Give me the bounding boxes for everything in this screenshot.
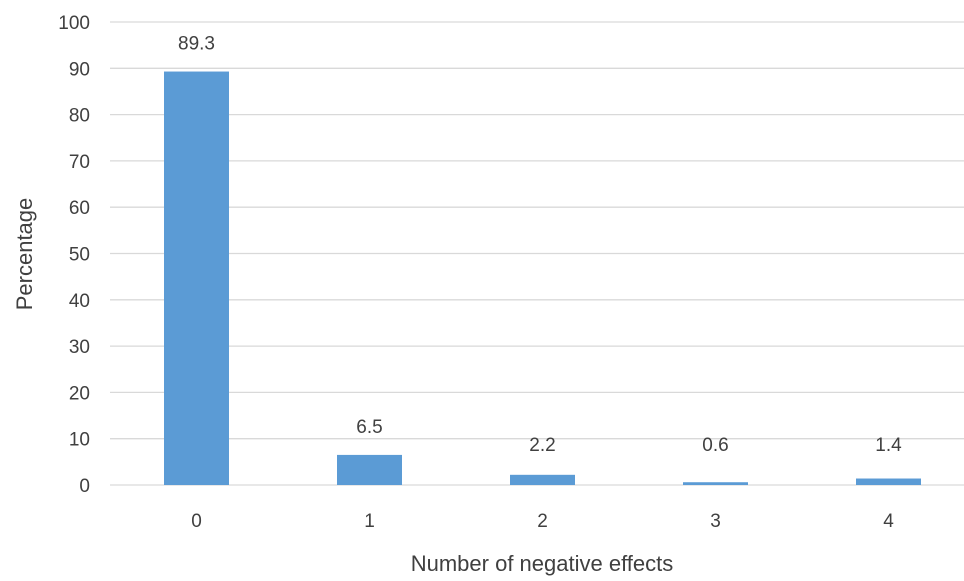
bar [337, 454, 402, 485]
x-axis-ticks: 0 1 2 3 4 [191, 511, 894, 532]
y-tick-label: 0 [79, 476, 90, 497]
data-label: 1.4 [875, 435, 902, 456]
y-tick-label: 10 [69, 430, 90, 451]
y-axis-title: Percentage [12, 198, 37, 311]
x-tick-label: 2 [537, 511, 548, 532]
bar [683, 482, 748, 485]
data-label: 0.6 [702, 435, 728, 456]
y-tick-label: 100 [58, 13, 90, 34]
y-tick-label: 50 [69, 245, 90, 266]
y-tick-label: 90 [69, 59, 90, 80]
x-tick-label: 4 [883, 511, 894, 532]
y-tick-label: 20 [69, 383, 90, 404]
gridlines [110, 21, 964, 486]
data-label: 2.2 [529, 435, 555, 456]
bars [164, 71, 921, 485]
y-tick-label: 60 [69, 198, 90, 219]
x-axis-title: Number of negative effects [411, 551, 674, 576]
bar [510, 474, 575, 485]
data-labels: 89.3 6.5 2.2 0.6 1.4 [178, 34, 902, 456]
data-label: 6.5 [356, 417, 382, 438]
x-tick-label: 0 [191, 511, 202, 532]
x-tick-label: 3 [710, 511, 721, 532]
bar [856, 478, 921, 485]
y-tick-label: 80 [69, 106, 90, 127]
data-label: 89.3 [178, 34, 215, 55]
y-tick-label: 40 [69, 291, 90, 312]
y-tick-label: 70 [69, 152, 90, 173]
bar [164, 71, 229, 485]
y-tick-label: 30 [69, 337, 90, 358]
x-tick-label: 1 [364, 511, 375, 532]
y-axis-ticks: 0 10 20 30 40 50 60 70 80 90 100 [58, 13, 90, 497]
